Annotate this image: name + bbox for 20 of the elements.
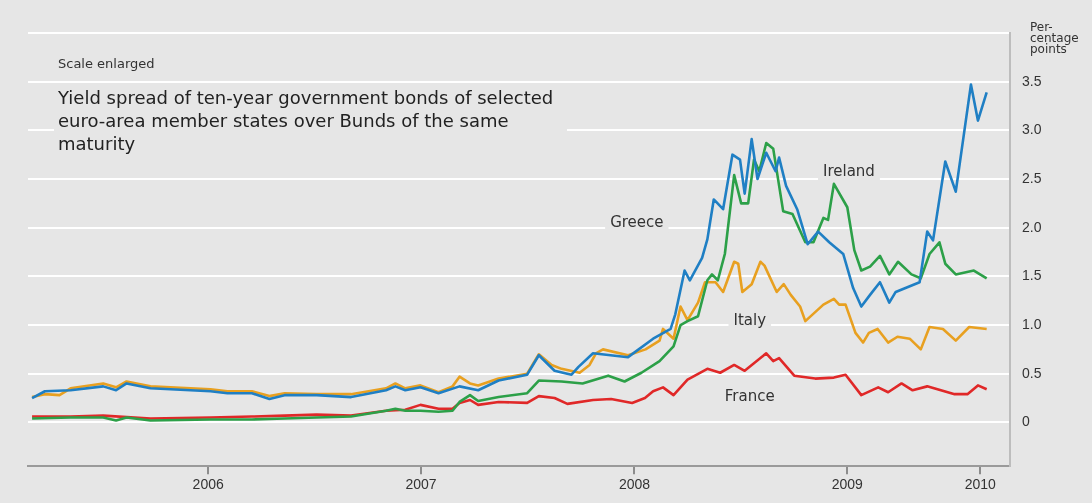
text: Greece: [610, 213, 664, 232]
y-tick-label: 2.5: [1022, 169, 1042, 186]
y-tick-label: 0.5: [1022, 364, 1042, 381]
x-tick-label: 2010: [964, 476, 997, 493]
y-tick-label: 1.0: [1022, 315, 1042, 332]
y-tick-label: 3.0: [1022, 121, 1042, 138]
series-label: Italy: [733, 310, 767, 329]
text: Yield spread of ten-year government bonds of selected euro-area member states over Bunds of the same maturity: [54, 86, 567, 155]
x-tick-label: 2006: [192, 476, 224, 493]
x-tick-label: 2007: [405, 476, 437, 493]
y-tick-label: 0: [1022, 413, 1030, 430]
y-tick-label: 3.5: [1022, 72, 1042, 89]
x-tick-label: 2008: [618, 476, 651, 493]
y-tick-label: 1.5: [1022, 267, 1042, 284]
text: Scale enlarged: [54, 56, 159, 71]
y-axis-title: Per- centage points: [1030, 20, 1079, 56]
series-label: France: [724, 386, 775, 405]
x-tick-label: 2009: [831, 476, 864, 493]
series-label: Ireland: [823, 161, 875, 180]
y-tick-label: 2.0: [1022, 218, 1042, 235]
